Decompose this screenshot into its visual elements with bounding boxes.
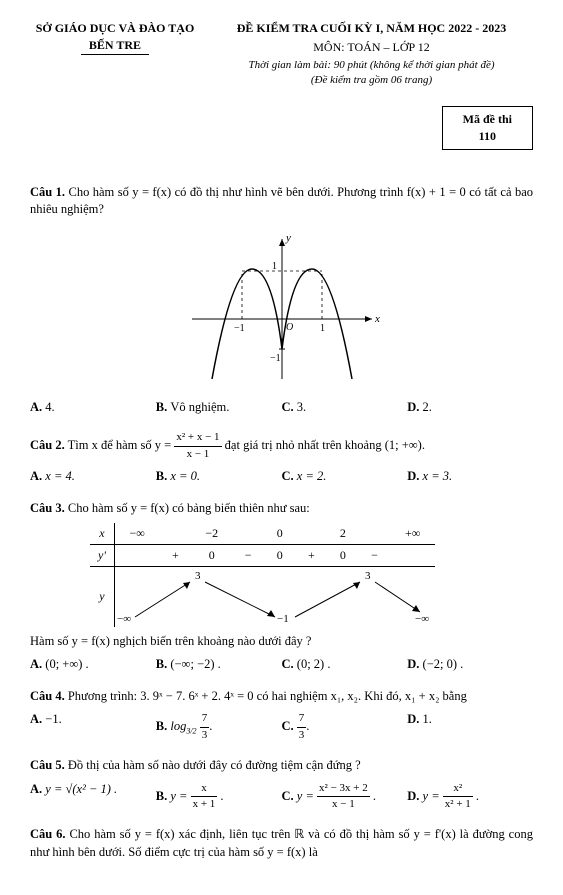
q6-label: Câu 6. [30, 827, 66, 841]
svg-text:−1: −1 [277, 613, 289, 625]
exam-title: ĐỀ KIỂM TRA CUỐI KỲ I, NĂM HỌC 2022 - 20… [210, 20, 533, 37]
question-5: Câu 5. Đồ thị của hàm số nào dưới đây có… [30, 757, 533, 812]
question-1: Câu 1. Cho hàm số y = f(x) có đồ thị như… [30, 184, 533, 417]
q1-label: Câu 1. [30, 185, 65, 199]
q1-graph: x y O −1 1 1 −1 [30, 229, 533, 389]
q4-label: Câu 4. [30, 689, 65, 703]
question-6: Câu 6. Cho hàm số y = f(x) xác định, liê… [30, 826, 533, 861]
svg-text:y: y [285, 232, 291, 244]
q5-opt-a: A. y = √(x² − 1) . [30, 781, 156, 813]
q5-options: A. y = √(x² − 1) . B. y = xx + 1 . C. y … [30, 781, 533, 813]
q5-opt-c: C. y = x² − 3x + 2x − 1 . [282, 781, 408, 813]
q3-opt-b: B. (−∞; −2) . [156, 656, 282, 674]
svg-text:−∞: −∞ [117, 613, 131, 625]
q2-fraction: x² + x − 1x − 1 [174, 430, 221, 462]
q5-opt-b: B. y = xx + 1 . [156, 781, 282, 813]
q3-text: Câu 3. Cho hàm số y = f(x) có bảng biến … [30, 500, 533, 518]
q5-label: Câu 5. [30, 758, 65, 772]
header: SỞ GIÁO DỤC VÀ ĐÀO TẠO BẾN TRE ĐỀ KIỂM T… [30, 20, 533, 88]
svg-text:−∞: −∞ [415, 613, 429, 625]
question-4: Câu 4. Phương trình: 3. 9ˣ − 7. 6ˣ + 2. … [30, 688, 533, 743]
q1-opt-c: C. 3. [282, 399, 408, 417]
svg-text:x: x [374, 313, 380, 325]
svg-text:−1: −1 [270, 353, 281, 364]
q3-subtext: Hàm số y = f(x) nghịch biến trên khoảng … [30, 633, 533, 651]
q1-text: Câu 1. Cho hàm số y = f(x) có đồ thị như… [30, 184, 533, 219]
q2-opt-a: A. x = 4. [30, 468, 156, 486]
question-2: Câu 2. Tìm x để hàm số y = x² + x − 1x −… [30, 430, 533, 485]
q4-opt-b: B. log3/2 73. [156, 711, 282, 743]
exam-code-box: Mã đề thi 110 [442, 106, 533, 150]
q2-opt-b: B. x = 0. [156, 468, 282, 486]
q5-text: Câu 5. Đồ thị của hàm số nào dưới đây có… [30, 757, 533, 775]
q5-opt-d: D. y = x²x² + 1 . [407, 781, 533, 813]
variation-arrows: 3 3 −1 −∞ −∞ [115, 567, 435, 627]
q1-opt-a: A. 4. [30, 399, 156, 417]
exam-code-value: 110 [463, 128, 512, 145]
exam-subject: MÔN: TOÁN – LỚP 12 [210, 39, 533, 56]
q3-variation-table: x −∞ −2 0 2 +∞ y' + 0 − 0 + 0 − [90, 523, 533, 627]
q3-opt-a: A. (0; +∞) . [30, 656, 156, 674]
q1-opt-d: D. 2. [407, 399, 533, 417]
q3-options: A. (0; +∞) . B. (−∞; −2) . C. (0; 2) . D… [30, 656, 533, 674]
svg-text:O: O [286, 322, 293, 333]
q4-opt-c: C. 73. [282, 711, 408, 743]
q4-opt-d: D. 1. [407, 711, 533, 743]
svg-text:1: 1 [320, 323, 325, 334]
exam-time: Thời gian làm bài: 90 phút (không kể thờ… [210, 58, 533, 73]
q2-label: Câu 2. [30, 438, 65, 452]
q2-text: Câu 2. Tìm x để hàm số y = x² + x − 1x −… [30, 430, 533, 462]
q1-opt-b: B. Vô nghiệm. [156, 399, 282, 417]
q4-opt-a: A. −1. [30, 711, 156, 743]
q2-opt-c: C. x = 2. [282, 468, 408, 486]
header-title-block: ĐỀ KIỂM TRA CUỐI KỲ I, NĂM HỌC 2022 - 20… [210, 20, 533, 88]
q2-options: A. x = 4. B. x = 0. C. x = 2. D. x = 3. [30, 468, 533, 486]
q6-text: Câu 6. Cho hàm số y = f(x) xác định, liê… [30, 826, 533, 861]
exam-note: (Đề kiểm tra gồm 06 trang) [210, 73, 533, 88]
question-3: Câu 3. Cho hàm số y = f(x) có bảng biến … [30, 500, 533, 674]
svg-text:−1: −1 [234, 323, 245, 334]
q4-text: Câu 4. Phương trình: 3. 9ˣ − 7. 6ˣ + 2. … [30, 688, 533, 706]
q4-options: A. −1. B. log3/2 73. C. 73. D. 1. [30, 711, 533, 743]
q1-options: A. 4. B. Vô nghiệm. C. 3. D. 2. [30, 399, 533, 417]
q3-label: Câu 3. [30, 501, 65, 515]
svg-text:1: 1 [272, 261, 277, 272]
q3-opt-c: C. (0; 2) . [282, 656, 408, 674]
q2-opt-d: D. x = 3. [407, 468, 533, 486]
exam-code-label: Mã đề thi [463, 111, 512, 128]
svg-text:3: 3 [195, 570, 201, 582]
svg-text:3: 3 [365, 570, 371, 582]
org-line2: BẾN TRE [81, 37, 149, 55]
q3-opt-d: D. (−2; 0) . [407, 656, 533, 674]
org-line1: SỞ GIÁO DỤC VÀ ĐÀO TẠO [30, 20, 200, 37]
header-org: SỞ GIÁO DỤC VÀ ĐÀO TẠO BẾN TRE [30, 20, 200, 88]
